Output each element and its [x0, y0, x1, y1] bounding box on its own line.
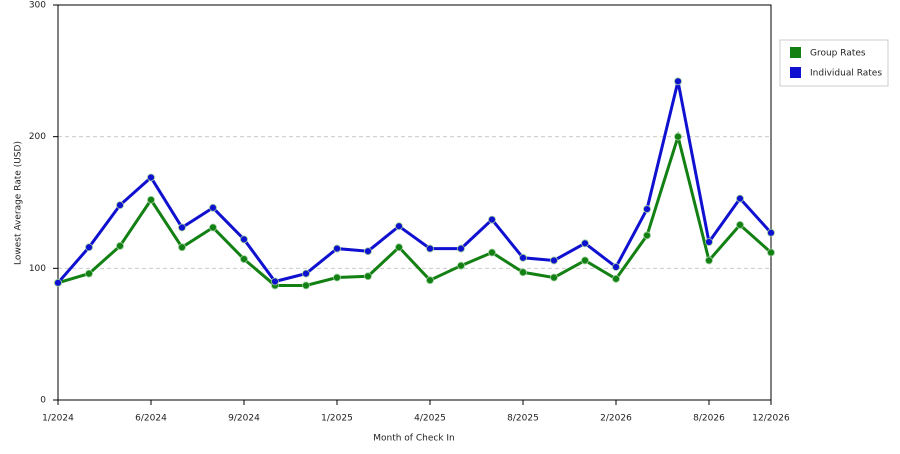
data-point — [240, 235, 248, 244]
x-tick-label: 12/2026 — [752, 414, 790, 424]
y-tick-label: 0 — [40, 396, 46, 406]
y-tick-label: 200 — [29, 132, 46, 142]
data-point — [395, 243, 403, 252]
legend-swatch — [790, 47, 801, 58]
data-point — [426, 276, 434, 285]
data-point — [147, 195, 155, 204]
data-point — [519, 253, 527, 262]
data-point — [302, 281, 310, 290]
data-point — [271, 277, 279, 286]
legend-label: Group Rates — [810, 49, 866, 59]
data-point — [457, 244, 465, 253]
legend-box — [779, 39, 889, 87]
data-point — [147, 173, 155, 182]
data-point — [426, 244, 434, 253]
data-point — [550, 256, 558, 265]
y-tick-label: 100 — [29, 264, 46, 274]
legend-label: Individual Rates — [810, 69, 882, 79]
x-tick-label: 9/2024 — [228, 414, 260, 424]
series-line — [56, 81, 773, 284]
data-point — [116, 242, 124, 250]
x-tick-label: 8/2026 — [693, 414, 725, 424]
data-point — [85, 269, 93, 278]
data-point — [333, 244, 341, 253]
data-point — [364, 247, 372, 256]
data-point — [85, 243, 93, 252]
series-line — [57, 131, 772, 287]
data-point — [612, 263, 620, 271]
data-point — [643, 205, 651, 213]
data-point — [736, 194, 744, 203]
data-point — [643, 231, 651, 240]
data-point — [54, 278, 62, 287]
data-point — [519, 268, 527, 277]
data-point — [116, 201, 124, 210]
data-point — [767, 248, 775, 257]
plot-frame — [57, 4, 772, 401]
data-point — [178, 243, 186, 252]
data-point — [488, 248, 496, 257]
legend-swatch — [790, 67, 801, 78]
x-tick-label: 4/2025 — [414, 414, 446, 424]
data-point — [209, 203, 217, 212]
x-axis-label: Month of Check In — [373, 434, 455, 444]
x-tick-label: 1/2025 — [321, 414, 353, 424]
data-point — [333, 273, 341, 282]
data-point — [488, 215, 496, 224]
data-point — [736, 220, 744, 229]
y-tick-label: 300 — [29, 1, 46, 11]
data-point — [705, 238, 713, 246]
x-tick-label: 2/2026 — [600, 414, 632, 424]
data-point — [612, 274, 620, 283]
data-point — [674, 132, 682, 141]
data-point — [302, 269, 310, 278]
data-point — [209, 223, 217, 232]
x-tick-label: 8/2025 — [507, 414, 539, 424]
data-point — [767, 228, 775, 237]
x-tick-label: 1/2024 — [42, 414, 74, 424]
data-point — [457, 261, 465, 270]
data-point — [705, 256, 713, 265]
y-axis-label: Lowest Average Rate (USD) — [14, 141, 24, 265]
data-point — [674, 77, 682, 86]
data-point — [240, 255, 248, 264]
x-tick-label: 6/2024 — [135, 414, 167, 424]
data-point — [581, 256, 589, 265]
data-point — [581, 239, 589, 248]
data-point — [395, 222, 403, 231]
data-point — [178, 223, 186, 232]
data-point — [550, 273, 558, 282]
data-point — [364, 272, 372, 281]
